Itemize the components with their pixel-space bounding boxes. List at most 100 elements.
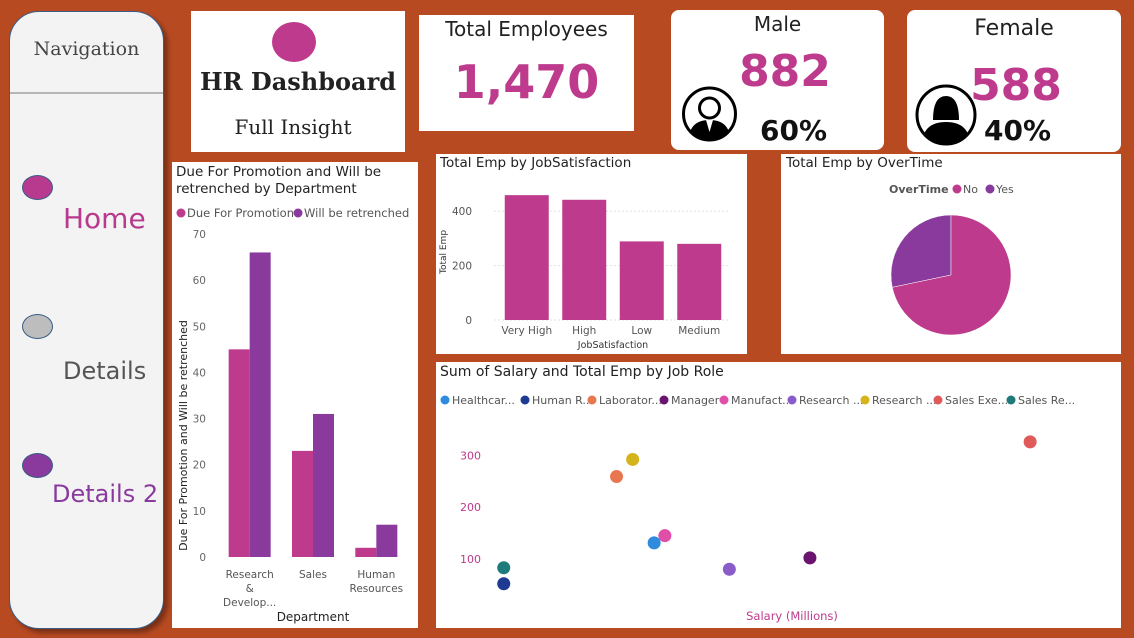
jobsat-chart-title: Total Emp by JobSatisfaction	[440, 155, 632, 171]
nav-details-button[interactable]: Details	[63, 357, 147, 385]
scatter-point-1	[647, 536, 661, 550]
scatter-point-5	[658, 529, 672, 543]
x-tick-label: Resources	[350, 583, 404, 595]
nav-home-button[interactable]: Home	[63, 202, 146, 235]
y-axis-title: Total Emp	[439, 230, 449, 275]
bar-very-high	[504, 195, 549, 320]
pie-slice-yes	[890, 214, 952, 288]
navigation-panel: Navigation Home Details Details 2	[9, 11, 164, 629]
x-axis-title: Department	[277, 610, 350, 624]
legend-marker-1	[176, 208, 186, 218]
scatter-point-3	[610, 470, 624, 484]
bar-high	[562, 199, 607, 320]
total-employees-label: Total Employees	[445, 17, 608, 41]
x-tick-label: Research	[226, 569, 274, 581]
female-label: Female	[974, 16, 1054, 41]
scatter-point-6	[722, 562, 736, 576]
details-2-indicator-dot[interactable]	[22, 453, 53, 478]
scatter-point-9	[497, 561, 511, 575]
male-count: 882	[739, 46, 831, 97]
scatter-point-4	[803, 551, 817, 565]
legend-label-6: Research ...	[799, 394, 863, 407]
x-tick-label: High	[572, 325, 596, 337]
navigation-title: Navigation	[33, 38, 140, 60]
legend-label-no: No	[963, 183, 978, 196]
female-count: 588	[970, 60, 1062, 111]
dashboard-title: HR Dashboard	[199, 67, 397, 96]
legend-label-2: Human R...	[532, 394, 593, 407]
navigation-divider	[10, 92, 163, 94]
y-tick-label: 20	[193, 460, 206, 472]
legend-marker-6	[787, 395, 797, 405]
male-user-icon	[682, 86, 737, 142]
jobsat-chart: 0 200 400 Very High High Low Medium JobSatisfac…	[439, 195, 728, 351]
y-tick-label: 10	[193, 506, 206, 518]
y-tick-label: 30	[193, 414, 206, 426]
male-card: Male 882 60%	[671, 10, 884, 150]
legend-marker-4	[659, 395, 669, 405]
jobsat-chart-card: Total Emp by JobSatisfaction 0 200 400 Very…	[436, 154, 747, 354]
y-tick-label: 50	[193, 321, 206, 333]
legend-marker-7	[860, 395, 870, 405]
bar-due-for-promotion	[228, 349, 250, 557]
details-indicator-dot[interactable]	[22, 314, 53, 339]
scatter-point-8	[1023, 435, 1037, 449]
promotion-chart-title-line-1: Due For Promotion and Will be	[176, 164, 382, 180]
total-employees-value: 1,470	[453, 55, 600, 109]
y-tick-label: 400	[452, 206, 472, 218]
legend-title: OverTime	[889, 183, 949, 196]
legend-label-3: Laborator...	[599, 394, 662, 407]
y-tick-label: 100	[460, 553, 481, 566]
bar-due-for-promotion	[292, 450, 313, 557]
y-axis-title: Due For Promotion and Will be retrenched	[177, 320, 190, 551]
salary-chart-card: Sum of Salary and Total Emp by Job Role …	[436, 362, 1121, 628]
total-employees-card: Total Employees 1,470	[419, 15, 634, 131]
x-tick-label: Very High	[501, 325, 552, 337]
bar-low	[619, 241, 664, 320]
x-tick-label: Develop...	[223, 597, 276, 609]
legend-label-7: Research ...	[872, 394, 936, 407]
home-indicator-dot[interactable]	[22, 175, 53, 200]
promotion-chart-title-line-2: retrenched by Department	[176, 181, 357, 197]
x-axis-title: Salary (Millions)	[746, 609, 838, 623]
y-tick-label: 0	[199, 552, 206, 564]
legend-label-9: Sales Re...	[1018, 394, 1075, 407]
legend-marker-9	[1006, 395, 1016, 405]
legend-label-8: Sales Exe...	[945, 394, 1008, 407]
legend-label-1: Due For Promotion	[187, 206, 294, 220]
scatter-point-7	[626, 452, 640, 466]
x-tick-label: &	[246, 583, 254, 595]
bar-due-for-promotion	[355, 547, 377, 557]
bar-will-be-retrenched	[376, 524, 398, 557]
legend-marker-5	[719, 395, 729, 405]
bar-medium	[677, 243, 722, 320]
y-tick-label: 200	[452, 261, 472, 273]
y-tick-label: 60	[193, 275, 206, 287]
female-card: Female 588 40%	[907, 10, 1121, 152]
nav-details-2-button[interactable]: Details 2	[52, 480, 159, 508]
y-tick-label: 40	[193, 367, 206, 379]
salary-chart: Healthcar... Human R... Laborator... Manage…	[440, 394, 1075, 623]
female-percent: 40%	[984, 114, 1052, 147]
legend-label-4: Manager	[671, 394, 720, 407]
male-percent: 60%	[760, 114, 828, 147]
bar-will-be-retrenched	[249, 252, 271, 557]
x-axis-title: JobSatisfaction	[577, 340, 648, 351]
x-tick-label: Medium	[678, 325, 720, 337]
x-tick-label: Sales	[299, 569, 327, 581]
y-tick-label: 300	[460, 449, 481, 462]
bar-will-be-retrenched	[313, 413, 334, 557]
promotion-chart-card: Due For Promotion and Will be retrenched…	[172, 162, 418, 628]
x-tick-label: Human	[357, 569, 395, 581]
legend-marker-8	[933, 395, 943, 405]
overtime-chart-title: Total Emp by OverTime	[786, 155, 943, 171]
legend-marker-yes	[985, 184, 995, 194]
salary-chart-title: Sum of Salary and Total Emp by Job Role	[440, 364, 724, 380]
legend-label-yes: Yes	[995, 183, 1014, 196]
dashboard-subtitle: Full Insight	[234, 115, 352, 139]
legend-label-2: Will be retrenched	[304, 206, 409, 220]
legend-label-1: Healthcar...	[452, 394, 515, 407]
legend-marker-3	[587, 395, 597, 405]
scatter-point-2	[497, 577, 511, 591]
pie-slice-no	[891, 214, 1012, 336]
